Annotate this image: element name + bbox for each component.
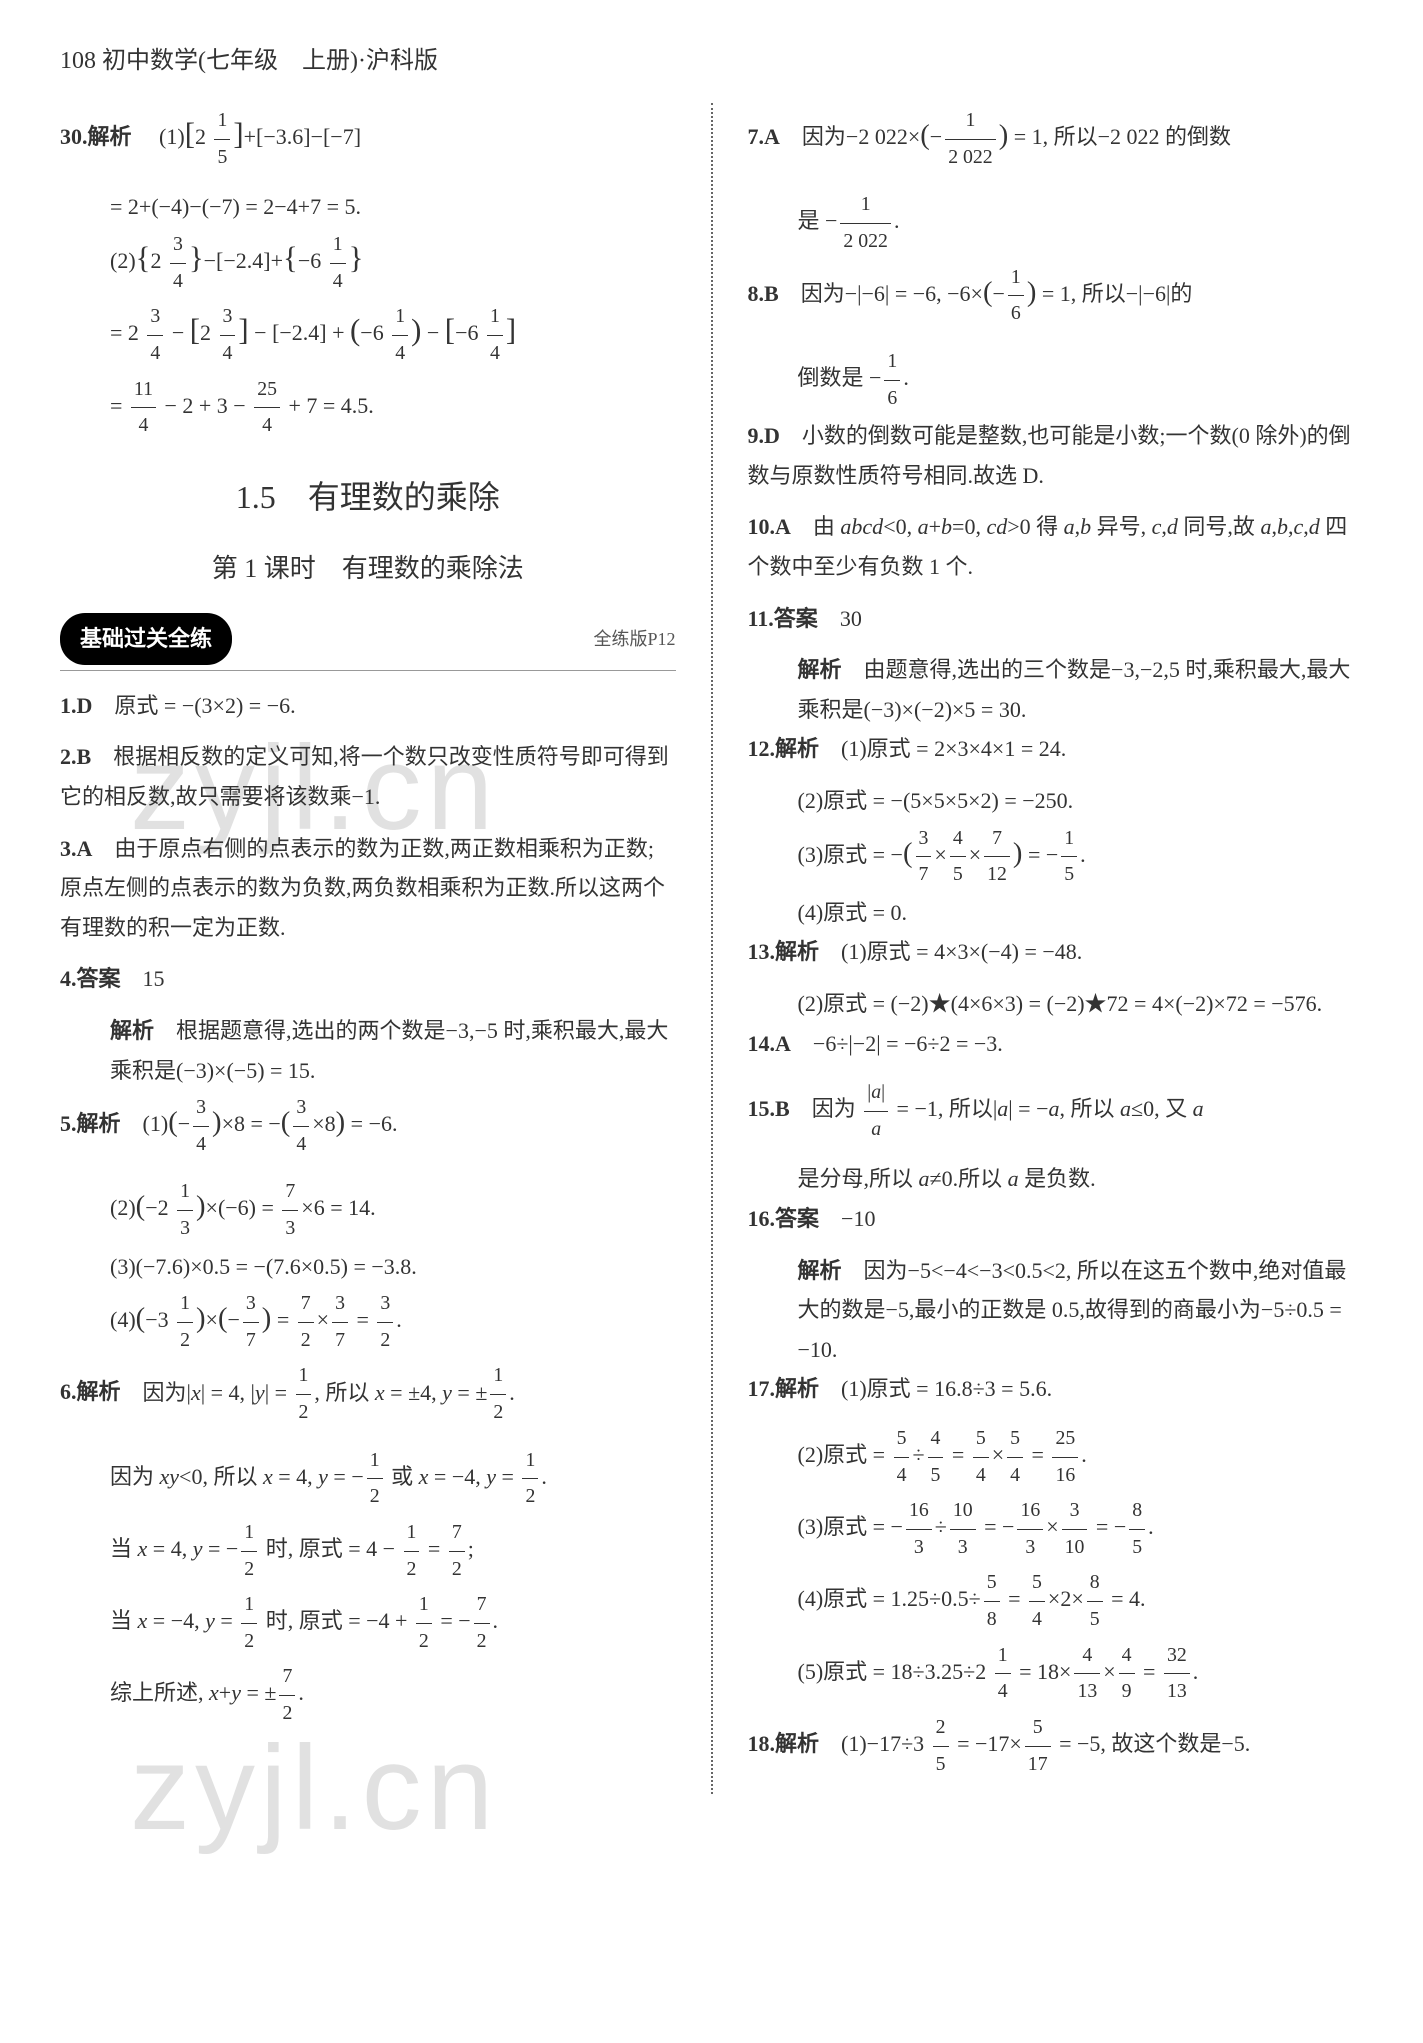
q5-3: (3)(−7.6)×0.5 = −(7.6×0.5) = −3.8. — [60, 1247, 676, 1287]
q11-label: 11.答案 — [748, 606, 818, 631]
q17-4: (4)原式 = 1.25÷0.5÷58 = 54×2×85 = 4. — [748, 1565, 1364, 1637]
q3-text: 由于原点右侧的点表示的数为正数,两正数相乘积为正数;原点左侧的点表示的数为负数,… — [60, 836, 665, 940]
badge-row: 基础过关全练 全练版P12 — [60, 613, 676, 671]
q17-3: (3)原式 = −163÷103 = −163×310 = −85. — [748, 1493, 1364, 1565]
q11-exp-label: 解析 — [798, 657, 842, 682]
q5-label: 5.解析 — [60, 1111, 121, 1136]
q30-2b: = 2 34 − [2 34] − [−2.4] + (−6 14) − [−6… — [60, 299, 676, 371]
q8-text-2: 倒数是 −16. — [748, 344, 1364, 416]
q10-label: 10.A — [748, 514, 791, 539]
q4-exp: 根据题意得,选出的两个数是−3,−5 时,乘积最大,最大乘积是(−3)×(−5)… — [110, 1018, 668, 1083]
q12-2: (2)原式 = −(5×5×5×2) = −250. — [748, 781, 1364, 821]
q30-label: 30.解析 — [60, 124, 132, 149]
q30-1a: (1)[2 15]+[−3.6]−[−7] — [159, 124, 361, 149]
q16-exp: 因为−5<−4<−3<0.5<2, 所以在这五个数中,绝对值最大的数是−5,最小… — [798, 1258, 1347, 1362]
q14-text: −6÷|−2| = −6÷2 = −3. — [813, 1031, 1003, 1056]
q16-label: 16.答案 — [748, 1206, 820, 1231]
subsection-title: 第 1 课时 有理数的乘除法 — [60, 546, 676, 593]
q9-text: 小数的倒数可能是整数,也可能是小数;一个数(0 除外)的倒数与原数性质符号相同.… — [748, 423, 1351, 488]
q17-5: (5)原式 = 18÷3.25÷2 14 = 18×413×49 = 3213. — [748, 1638, 1364, 1710]
q11-exp: 由题意得,选出的三个数是−3,−2,5 时,乘积最大,最大乘积是(−3)×(−2… — [798, 657, 1351, 722]
q16-exp-label: 解析 — [798, 1258, 842, 1283]
q6-d: 当 x = −4, y = 12 时, 原式 = −4 + 12 = −72. — [60, 1587, 676, 1659]
q15-text: 因为 |a|a = −1, 所以|a| = −a, 所以 a≤0, 又 a — [812, 1096, 1204, 1121]
q12-3: (3)原式 = −(37×45×712) = −15. — [748, 821, 1364, 893]
section-title: 1.5 有理数的乘除 — [60, 469, 676, 527]
q12-1: (1)原式 = 2×3×4×1 = 24. — [841, 736, 1066, 761]
q6-b: 因为 xy<0, 所以 x = 4, y = −12 或 x = −4, y =… — [60, 1443, 676, 1515]
q2-text: 根据相反数的定义可知,将一个数只改变性质符号即可得到它的相反数,故只需要将该数乘… — [60, 744, 669, 809]
badge: 基础过关全练 — [60, 613, 232, 665]
q18-text: (1)−17÷3 25 = −17×517 = −5, 故这个数是−5. — [841, 1731, 1250, 1756]
q17-1: (1)原式 = 16.8÷3 = 5.6. — [841, 1376, 1052, 1401]
q16-ans: −10 — [841, 1206, 875, 1231]
q30-2a: (2){2 34}−[−2.4]+{−6 14} — [60, 227, 676, 299]
column-divider — [711, 103, 713, 1794]
q13-2: (2)原式 = (−2)★(4×6×3) = (−2)★72 = 4×(−2)×… — [748, 984, 1364, 1024]
q1-text: 原式 = −(3×2) = −6. — [114, 693, 295, 718]
q6-c: 当 x = 4, y = −12 时, 原式 = 4 − 12 = 72; — [60, 1515, 676, 1587]
page-ref: 全练版P12 — [593, 623, 675, 655]
q5-1: (1)(−34)×8 = −(34×8) = −6. — [143, 1111, 398, 1136]
q7-text-2: 是 −12 022. — [748, 187, 1364, 259]
q6-label: 6.解析 — [60, 1380, 121, 1405]
q7-text: 因为−2 022×(−12 022) = 1, 所以−2 022 的倒数 — [802, 124, 1231, 149]
q7-label: 7.A — [748, 124, 780, 149]
q3-label: 3.A — [60, 836, 92, 861]
q18-label: 18.解析 — [748, 1731, 820, 1756]
q2-label: 2.B — [60, 744, 91, 769]
q5-2: (2)(−2 13)×(−6) = 73×6 = 14. — [60, 1174, 676, 1246]
q1-label: 1.D — [60, 693, 92, 718]
left-column: 30.解析 (1)[2 15]+[−3.6]−[−7] = 2+(−4)−(−7… — [60, 103, 676, 1794]
q10-text: 由 abcd<0, a+b=0, cd>0 得 a,b 异号, c,d 同号,故… — [748, 514, 1348, 579]
right-column: 7.A 因为−2 022×(−12 022) = 1, 所以−2 022 的倒数… — [748, 103, 1364, 1794]
page-header: 108 初中数学(七年级 上册)·沪科版 — [60, 40, 1363, 83]
q12-4: (4)原式 = 0. — [748, 893, 1364, 933]
q6-a: 因为|x| = 4, |y| = 12, 所以 x = ±4, y = ±12. — [143, 1380, 515, 1405]
q17-2: (2)原式 = 54÷45 = 54×54 = 2516. — [748, 1421, 1364, 1493]
q8-text: 因为−|−6| = −6, −6×(−16) = 1, 所以−|−6|的 — [801, 281, 1193, 306]
q5-4: (4)(−3 12)×(−37) = 72×37 = 32. — [60, 1286, 676, 1358]
q13-1: (1)原式 = 4×3×(−4) = −48. — [841, 939, 1082, 964]
q11-ans: 30 — [840, 606, 862, 631]
q4-exp-label: 解析 — [110, 1018, 154, 1043]
q12-label: 12.解析 — [748, 736, 820, 761]
q15-label: 15.B — [748, 1096, 790, 1121]
q14-label: 14.A — [748, 1031, 791, 1056]
q9-label: 9.D — [748, 423, 780, 448]
q15-text-2: 是分母,所以 a≠0.所以 a 是负数. — [748, 1159, 1364, 1199]
q8-label: 8.B — [748, 281, 779, 306]
q30-2c: = 114 − 2 + 3 − 254 + 7 = 4.5. — [60, 372, 676, 444]
q4-ans: 15 — [143, 966, 165, 991]
q30-1b: = 2+(−4)−(−7) = 2−4+7 = 5. — [60, 187, 676, 227]
q17-label: 17.解析 — [748, 1376, 820, 1401]
q4-label: 4.答案 — [60, 966, 121, 991]
q13-label: 13.解析 — [748, 939, 820, 964]
q6-e: 综上所述, x+y = ±72. — [60, 1659, 676, 1731]
